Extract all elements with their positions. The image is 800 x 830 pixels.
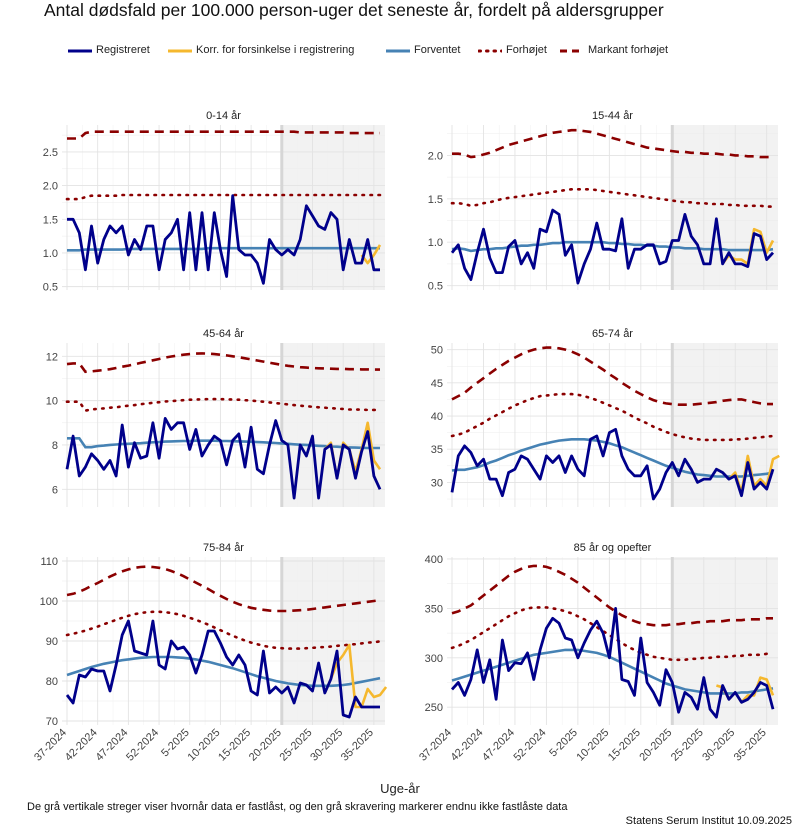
y-tick-label: 30 [431, 477, 443, 489]
panel-title: 15-44 år [592, 110, 633, 122]
series-corrected [323, 643, 388, 709]
y-tick-label: 70 [46, 716, 58, 728]
legend-label-expected: Forventet [414, 44, 461, 56]
panel-0: 0-14 år 0.5 1.0 1.5 2.0 2.5 [43, 110, 385, 294]
y-tick-label: 40 [431, 411, 443, 423]
y-tick-label: 1.5 [43, 214, 58, 226]
y-tick-label: 2.5 [43, 147, 58, 159]
series-elevated [450, 188, 775, 208]
legend-label-markedly-elevated: Markant forhøjet [588, 44, 669, 56]
series-markedly-elevated [67, 130, 380, 140]
x-tick-label: 10-2025 [186, 727, 223, 764]
series-registered [67, 194, 380, 285]
x-tick-label: 52-2024 [124, 727, 161, 764]
y-tick-label: 10 [46, 396, 58, 408]
y-tick-label: 2.0 [428, 150, 443, 162]
series-markedly-elevated [451, 564, 773, 627]
x-tick-label: 15-2025 [606, 727, 643, 764]
x-tick-label: 35-2025 [732, 727, 769, 764]
x-tick-label: 52-2024 [511, 727, 548, 764]
y-tick-label: 1.5 [428, 194, 443, 206]
legend-swatch-expected [386, 49, 410, 53]
series-markedly-elevated [451, 346, 773, 406]
legend-swatch-corrected [168, 49, 192, 53]
y-tick-label: 1.0 [428, 237, 443, 249]
y-tick-label: 2.0 [43, 181, 58, 193]
y-tick-label: 35 [431, 444, 443, 456]
y-tick-label: 110 [40, 556, 58, 568]
y-tick-label: 350 [425, 603, 443, 615]
series-markedly-elevated [66, 565, 381, 613]
y-tick-label: 6 [52, 484, 58, 496]
legend-label-registered: Registreret [96, 44, 150, 56]
panel-title: 0-14 år [206, 110, 241, 122]
panel-4: 75-84 år 70 80 90 100 110 37-202442-202447-202… [32, 542, 388, 764]
x-tick-label: 20-2025 [637, 727, 674, 764]
panel-3: 65-74 år 30 35 40 45 50 [431, 328, 780, 507]
footnote: De grå vertikale streger viser hvornår d… [27, 801, 568, 813]
panel-2: 45-64 år 6 8 10 12 [46, 328, 385, 507]
series-registered [450, 427, 775, 501]
x-tick-label: 25-2025 [278, 727, 315, 764]
y-tick-label: 12 [46, 351, 58, 363]
x-tick-label: 37-2024 [417, 727, 454, 764]
y-tick-label: 90 [46, 636, 58, 648]
series-expected [451, 438, 774, 478]
x-tick-label: 35-2025 [339, 727, 376, 764]
x-tick-label: 25-2025 [669, 727, 706, 764]
y-tick-label: 50 [431, 345, 443, 357]
legend-swatch-markedly-elevated [560, 49, 584, 53]
x-tick-label: 30-2025 [308, 727, 345, 764]
legend-label-corrected: Korr. for forsinkelse i registrering [196, 44, 355, 56]
y-tick-label: 8 [52, 440, 58, 452]
x-axis-label: Uge-år [380, 781, 420, 796]
series-markedly-elevated [452, 128, 773, 159]
y-tick-label: 250 [425, 702, 443, 714]
x-tick-label: 20-2025 [247, 727, 284, 764]
panel-title: 45-64 år [203, 328, 244, 340]
source-credit: Statens Serum Institut 10.09.2025 [625, 815, 792, 827]
x-tick-label: 37-2024 [32, 727, 69, 764]
x-tick-label: 15-2025 [216, 727, 253, 764]
y-tick-label: 400 [425, 554, 443, 566]
y-tick-label: 0.5 [43, 282, 58, 294]
series-registered [65, 619, 380, 719]
series-registered [65, 417, 382, 500]
x-tick-label: 47-2024 [93, 727, 130, 764]
panel-5: 85 år og opefter 250 300 350 400 37-202442-20… [417, 542, 778, 764]
series-expected [451, 648, 774, 695]
series-expected [67, 246, 380, 252]
x-tick-label: 47-2024 [480, 727, 517, 764]
panel-title: 65-74 år [592, 328, 633, 340]
x-tick-label: 30-2025 [700, 727, 737, 764]
series-elevated [65, 397, 382, 413]
y-tick-label: 80 [46, 676, 58, 688]
y-tick-label: 300 [425, 653, 443, 665]
panel-title: 85 år og opefter [574, 542, 652, 554]
y-tick-label: 45 [431, 378, 443, 390]
x-tick-label: 42-2024 [63, 727, 100, 764]
panel-1: 15-44 år 0.5 1.0 1.5 2.0 [428, 110, 778, 293]
chart-title: Antal dødsfald per 100.000 person-uger d… [44, 0, 664, 20]
series-registered [450, 607, 775, 719]
x-tick-label: 10-2025 [574, 727, 611, 764]
legend-label-elevated: Forhøjet [506, 44, 547, 56]
legend-swatch-registered [68, 49, 92, 53]
panel-title: 75-84 år [203, 542, 244, 554]
y-tick-label: 1.0 [43, 248, 58, 260]
x-tick-label: 42-2024 [449, 727, 486, 764]
series-registered [450, 208, 775, 285]
y-tick-label: 100 [40, 596, 58, 608]
y-tick-label: 0.5 [428, 281, 443, 293]
